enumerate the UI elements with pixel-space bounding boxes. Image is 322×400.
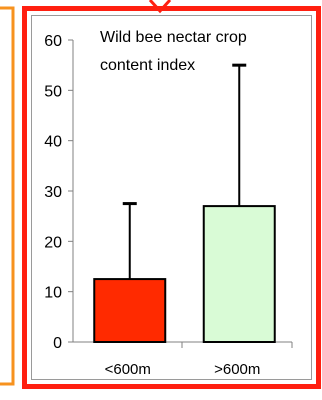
y-tick-label: 20 (44, 234, 62, 251)
x-tick-label: >600m (214, 361, 260, 378)
y-tick-label: 30 (44, 184, 62, 201)
y-tick-label: 50 (44, 83, 62, 100)
chart-title-line-2: content index (100, 57, 195, 74)
left-panel-border (0, 6, 15, 386)
x-tick-label: <600m (105, 361, 151, 378)
bar (202, 205, 276, 343)
y-tick-label: 40 (44, 134, 62, 151)
chart-title-line-1: Wild bee nectar crop (100, 29, 247, 46)
y-tick-label: 0 (53, 335, 62, 352)
bars: <600m >600m (93, 63, 276, 378)
chart-frame (22, 6, 321, 389)
y-tick-label: 60 (44, 33, 62, 50)
bar (93, 278, 167, 344)
chart-inner-frame (31, 15, 312, 380)
y-tick-label: 10 (44, 285, 62, 302)
y-ticks: 0 10 20 30 40 50 60 (44, 33, 73, 352)
